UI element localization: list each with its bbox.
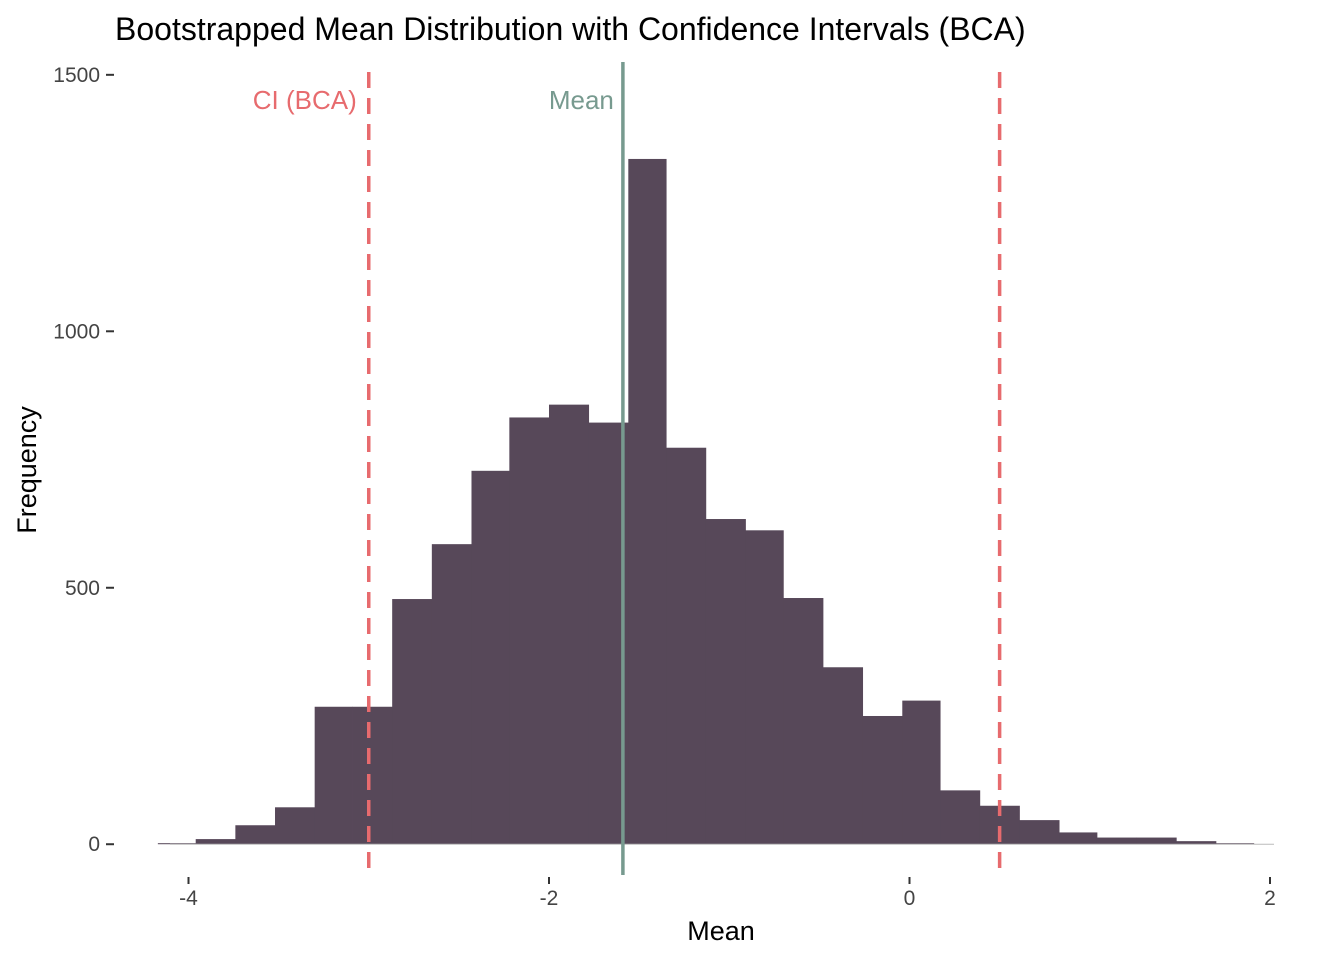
x-axis-title: Mean [687,916,755,946]
y-tick-label: 0 [88,833,100,856]
x-tick-label: 0 [904,887,916,910]
chart-title: Bootstrapped Mean Distribution with Conf… [115,11,1026,47]
bars-layer [158,159,1254,844]
histogram-bar [509,417,549,844]
y-axis: 0 500 1000 1500 [53,64,114,856]
histogram-bar [196,839,236,844]
histogram-bar [745,530,783,844]
y-tick-label: 500 [65,577,100,600]
y-axis-title: Frequency [12,406,42,534]
histogram-bar [1097,838,1137,845]
histogram-bar [1059,832,1097,844]
x-axis: -4 -2 0 2 [179,877,1276,910]
histogram-bar [392,599,432,844]
ci-label: CI (BCA) [253,85,357,115]
histogram-bar [902,701,940,845]
mean-label: Mean [549,85,614,115]
y-tick-label: 1500 [53,64,100,87]
histogram-bar [471,471,509,844]
histogram-bar [1137,838,1177,845]
x-tick-label: -2 [540,887,559,910]
histogram-bar [706,519,746,844]
histogram-bar [432,544,472,844]
histogram-bar [549,405,589,845]
histogram-bar [666,448,706,844]
histogram-bar [628,159,666,844]
y-tick-label: 1000 [53,320,100,343]
histogram-bar [1019,820,1059,844]
histogram-bar [353,707,393,844]
histogram-bar [823,667,863,844]
histogram-bar [275,807,315,844]
histogram-bar [783,598,823,844]
histogram-bar [940,790,980,844]
histogram-bar [315,707,353,844]
histogram-bar [235,825,275,844]
x-tick-label: 2 [1264,887,1276,910]
histogram-bar [863,716,903,844]
x-tick-label: -4 [179,887,198,910]
